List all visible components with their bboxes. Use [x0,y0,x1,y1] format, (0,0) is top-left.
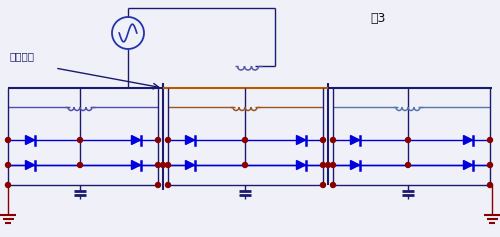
Circle shape [330,163,336,168]
Circle shape [326,163,330,168]
Polygon shape [350,160,360,169]
Circle shape [156,163,160,168]
Circle shape [406,163,410,168]
Text: 图3: 图3 [370,12,386,25]
Polygon shape [132,136,140,145]
Polygon shape [296,160,306,169]
Circle shape [320,163,326,168]
Polygon shape [186,160,194,169]
Circle shape [6,137,10,142]
Circle shape [330,137,336,142]
Text: 绵缘薄膜: 绵缘薄膜 [10,51,35,61]
Polygon shape [350,136,360,145]
Polygon shape [464,160,472,169]
Circle shape [242,163,248,168]
Polygon shape [26,136,35,145]
Polygon shape [132,160,140,169]
Circle shape [6,163,10,168]
Circle shape [242,137,248,142]
Polygon shape [296,136,306,145]
Circle shape [156,137,160,142]
Circle shape [406,137,410,142]
Circle shape [160,163,166,168]
Circle shape [166,182,170,187]
Circle shape [166,137,170,142]
Circle shape [78,137,82,142]
Circle shape [166,163,170,168]
Polygon shape [26,160,35,169]
Circle shape [320,182,326,187]
Circle shape [330,182,336,187]
Circle shape [156,182,160,187]
Circle shape [6,182,10,187]
Polygon shape [186,136,194,145]
Circle shape [78,163,82,168]
Polygon shape [464,136,472,145]
Circle shape [488,163,492,168]
Circle shape [488,137,492,142]
Circle shape [320,137,326,142]
Circle shape [488,182,492,187]
